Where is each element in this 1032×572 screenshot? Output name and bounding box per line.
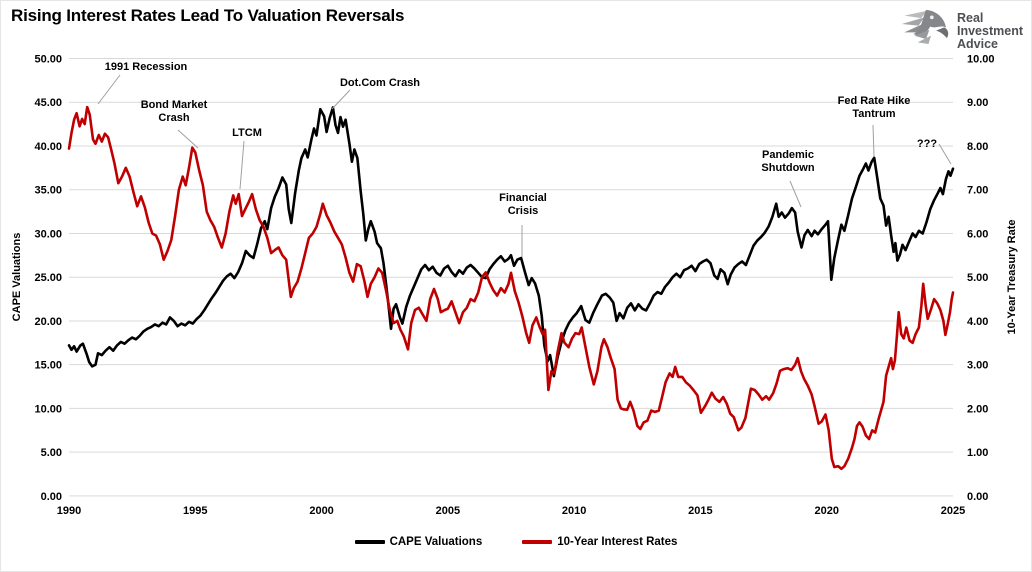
x-tick-label: 2020 [814, 505, 838, 517]
y-left-tick-label: 35.00 [34, 185, 62, 197]
y-right-tick-label: 5.00 [967, 272, 988, 284]
chart-title: Rising Interest Rates Lead To Valuation … [11, 6, 405, 25]
y-left-tick-label: 10.00 [34, 403, 62, 415]
annotation-label: Dot.Com Crash [340, 77, 420, 89]
legend-item-cape: CAPE Valuations [354, 536, 483, 548]
y-right-tick-label: 6.00 [967, 228, 988, 240]
logo-wordmark: Real Investment Advice [957, 12, 1023, 51]
y-right-axis-title: 10-Year Treasury Rate [1006, 220, 1018, 335]
x-tick-label: 2000 [309, 505, 333, 517]
annotation-label: Pandemic Shutdown [761, 149, 814, 174]
annotation-pointer-line [239, 140, 245, 190]
y-right-tick-label: 8.00 [967, 141, 988, 153]
legend-label-cape: CAPE Valuations [389, 536, 483, 548]
y-right-tick-label: 2.00 [967, 403, 988, 415]
annotation-label: 1991 Recession [105, 61, 188, 73]
annotation-label: Fed Rate Hike Tantrum [838, 95, 911, 120]
y-right-tick-label: 7.00 [967, 185, 988, 197]
annotation-pointer-line [177, 129, 199, 149]
eagle-head-icon [901, 7, 951, 56]
x-tick-label: 2025 [941, 505, 965, 517]
y-left-tick-label: 50.00 [34, 54, 62, 66]
y-left-tick-label: 0.00 [41, 491, 62, 503]
treasury-series-line [67, 105, 955, 471]
y-right-tick-label: 9.00 [967, 97, 988, 109]
rates-line-swatch [522, 540, 553, 544]
logo-word-real: Real [957, 11, 984, 25]
cape-line-swatch [354, 540, 385, 544]
annotation-label: Bond Market Crash [141, 99, 208, 124]
annotation-pointer-line [97, 74, 121, 105]
x-tick-label: 1990 [57, 505, 81, 517]
x-tick-label: 2015 [688, 505, 712, 517]
y-left-tick-label: 25.00 [34, 272, 62, 284]
x-tick-label: 2010 [562, 505, 586, 517]
logo-word-investment: Investment [957, 24, 1023, 38]
y-left-tick-label: 20.00 [34, 316, 62, 328]
annotation-pointer-line [938, 143, 952, 165]
y-right-tick-label: 0.00 [967, 491, 988, 503]
real-investment-advice-logo: Real Investment Advice [901, 7, 1023, 56]
y-left-tick-label: 45.00 [34, 97, 62, 109]
annotation-label: LTCM [232, 127, 262, 139]
y-right-tick-label: 4.00 [967, 316, 988, 328]
x-tick-label: 2005 [436, 505, 460, 517]
y-right-tick-label: 3.00 [967, 360, 988, 372]
logo-word-advice: Advice [957, 37, 998, 51]
annotation-label: ??? [917, 138, 937, 150]
y-left-tick-label: 30.00 [34, 228, 62, 240]
annotation-pointer-line [789, 180, 802, 208]
legend: CAPE Valuations 10-Year Interest Rates [1, 536, 1031, 548]
legend-item-rates: 10-Year Interest Rates [522, 536, 677, 548]
y-right-tick-label: 10.00 [967, 54, 995, 66]
annotation-pointer-line [331, 89, 351, 110]
annotation-label: Financial Crisis [499, 192, 547, 217]
y-left-axis-title: CAPE Valuations [11, 233, 23, 322]
legend-label-rates: 10-Year Interest Rates [557, 536, 678, 548]
x-tick-label: 1995 [183, 505, 207, 517]
cape-series-line [67, 106, 955, 378]
y-left-tick-label: 5.00 [41, 447, 62, 459]
y-left-tick-label: 15.00 [34, 360, 62, 372]
y-left-tick-label: 40.00 [34, 141, 62, 153]
annotation-pointer-line [872, 124, 875, 157]
y-right-tick-label: 1.00 [967, 447, 988, 459]
